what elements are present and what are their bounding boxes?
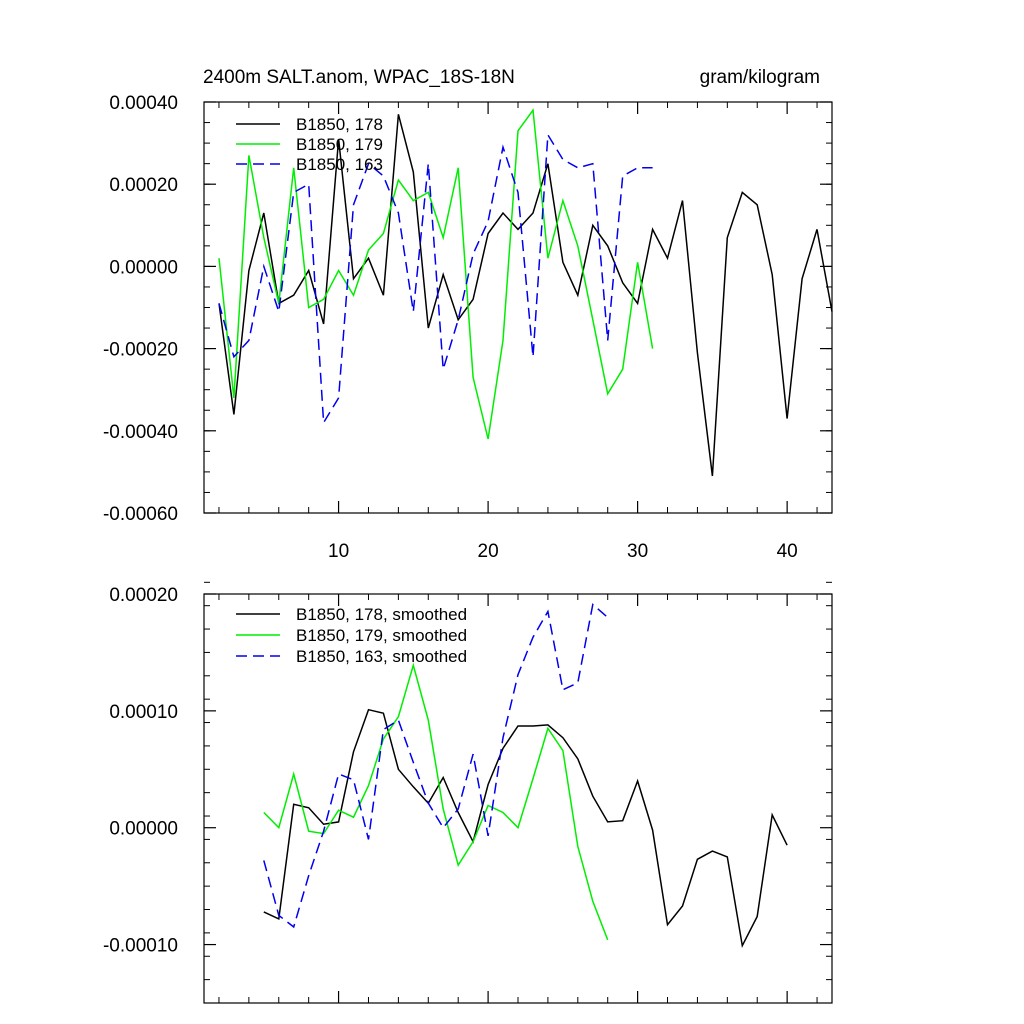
- legend-label-2: B1850, 179: [296, 135, 383, 154]
- legend-label-3: B1850, 163: [296, 155, 383, 174]
- series-line-2: [218, 108, 654, 440]
- legend-label-1: B1850, 178, smoothed: [296, 605, 467, 624]
- top-panel-title: 2400m SALT.anom, WPAC_18S-18N: [203, 67, 515, 88]
- y-tick-label: 0.00020: [109, 175, 178, 196]
- series-line-1: [263, 708, 788, 949]
- y-tick-label: 0.00000: [109, 819, 178, 840]
- bottom-panel: -0.00010 0.00000 0.00010 0.00020 B1850, 178,…: [103, 581, 833, 1004]
- x-tick-label: 20: [478, 541, 499, 562]
- y-tick-label: 0.00010: [109, 702, 178, 723]
- y-tick-label: -0.00060: [103, 504, 178, 525]
- y-tick-label: -0.00040: [103, 422, 178, 443]
- series-line-1: [218, 114, 833, 477]
- y-tick-label: -0.00010: [103, 936, 178, 957]
- legend-label-2: B1850, 179, smoothed: [296, 626, 467, 645]
- series-line-3: [263, 603, 609, 929]
- top-panel: 2400m SALT.anom, WPAC_18S-18N gram/kilog…: [103, 67, 833, 562]
- y-tick-label: -0.00020: [103, 340, 178, 361]
- y-tick-label: 0.00020: [109, 585, 178, 606]
- series-line-2: [263, 662, 609, 941]
- x-tick-label: 40: [777, 541, 798, 562]
- legend-label-3: B1850, 163, smoothed: [296, 647, 467, 666]
- y-tick-label: 0.00040: [109, 93, 178, 114]
- x-tick-label: 10: [328, 541, 349, 562]
- legend-label-1: B1850, 178: [296, 115, 383, 134]
- y-tick-label: 0.00000: [109, 257, 178, 278]
- top-panel-units: gram/kilogram: [700, 67, 820, 88]
- x-tick-label: 30: [627, 541, 648, 562]
